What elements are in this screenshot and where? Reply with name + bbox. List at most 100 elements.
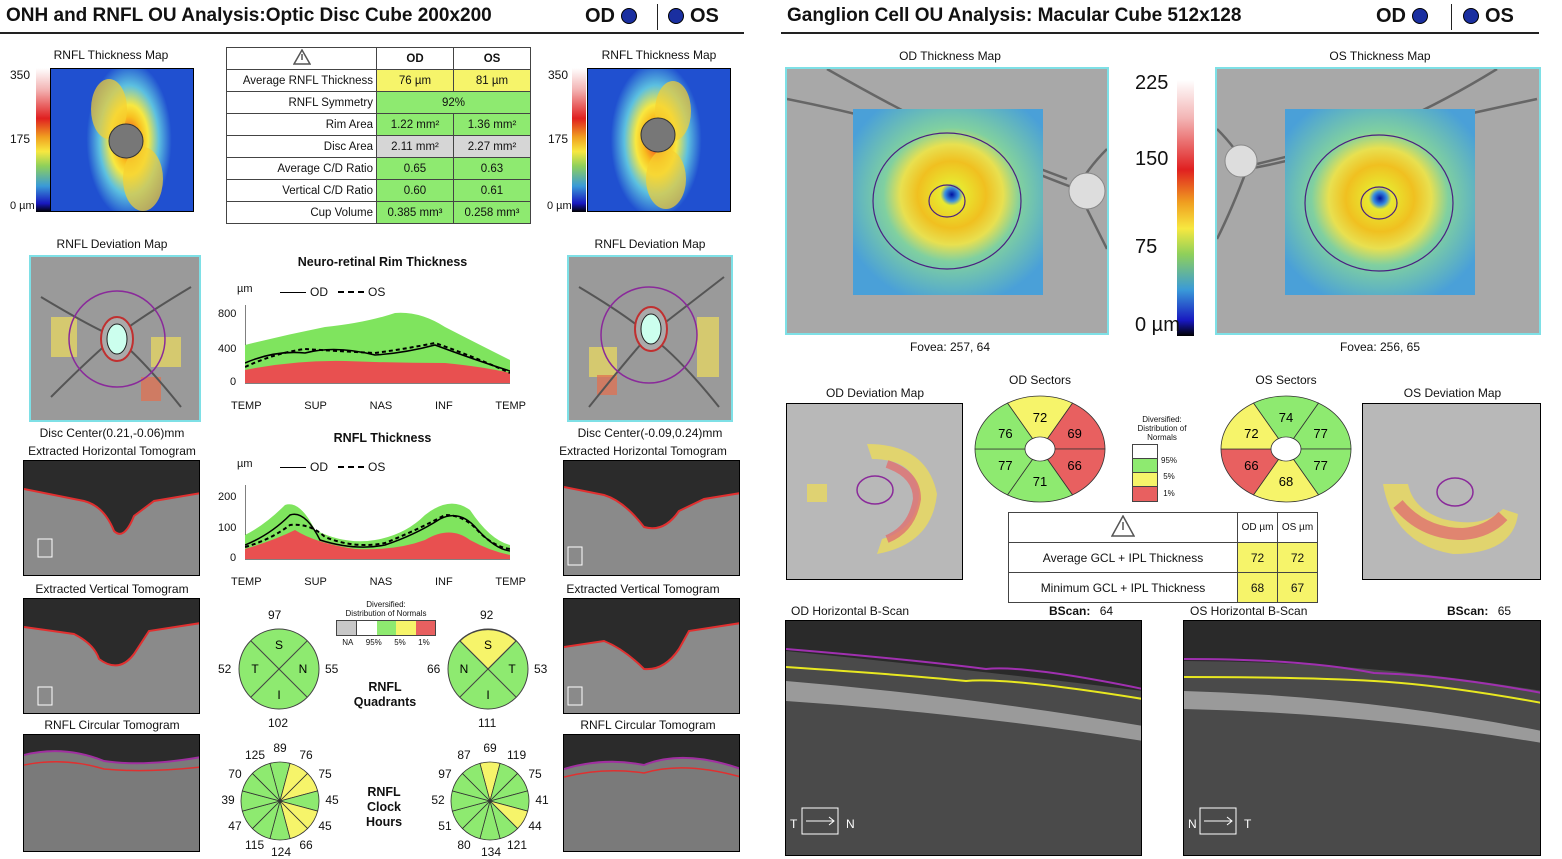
od-bscan-label: OD Horizontal B-Scan <box>791 604 910 618</box>
od-horizontal-bscan: T N <box>785 620 1142 856</box>
od-sectors-chart: 72 69 66 71 77 76 <box>974 395 1106 503</box>
os-sector-value: 77 <box>1313 458 1327 473</box>
od-quad-n-letter: N <box>299 662 308 676</box>
os-bscan-t: T <box>1244 817 1252 831</box>
od-gcl-dev-overlay <box>807 444 937 554</box>
od-sector <box>1006 458 1074 503</box>
os-quad-s-letter: S <box>484 638 492 652</box>
os-horizontal-tomogram <box>563 460 740 576</box>
od-gcl-deviation-map <box>786 403 963 580</box>
os-quad-i-letter: I <box>486 688 489 702</box>
od-clock-hour-value: 124 <box>271 845 292 859</box>
os-quad-i: 111 <box>478 716 497 730</box>
od-horiz-tomo-svg <box>24 488 199 575</box>
od-dev-label: OD Deviation Map <box>825 386 925 400</box>
od-circular-tomogram <box>23 734 200 852</box>
warning-icon <box>226 47 377 70</box>
od-rnfl-thickness-map <box>50 68 194 212</box>
os-clock-hour-value: 41 <box>535 793 549 807</box>
os-bscan-svg <box>1184 658 1540 855</box>
dist-95-swatch <box>1133 445 1157 459</box>
os-disc-center: Disc Center(-0.09,0.24)mm <box>577 426 723 440</box>
rnfl-ytick-100: 100 <box>218 522 237 534</box>
os-deviation-map-label: RNFL Deviation Map <box>594 237 706 251</box>
dist-1-swatch <box>415 621 436 635</box>
od-clock-hour-value: 39 <box>221 793 235 807</box>
od-vert-tomo-svg <box>24 622 199 713</box>
od-quad-i: 102 <box>268 716 289 730</box>
os-circular-tomogram <box>563 734 740 852</box>
os-rnfl-deviation-map <box>567 255 733 422</box>
os-thickness-overlay <box>640 81 691 209</box>
rnfl-chart-unit: µm <box>237 458 253 470</box>
od-bscan-svg <box>786 648 1141 855</box>
od-clock-hour-value: 76 <box>299 747 313 762</box>
os-legend-line <box>338 291 364 293</box>
os-sector <box>1292 448 1352 496</box>
dist-yel-swatch <box>1133 473 1157 487</box>
od-circ-tomo-label: RNFL Circular Tomogram <box>44 718 180 732</box>
os-quad-s: 92 <box>480 608 494 622</box>
os-sector-value: 72 <box>1244 426 1258 441</box>
os-clock-hour-value: 69 <box>483 741 497 755</box>
od-fovea: Fovea: 257, 64 <box>909 340 991 354</box>
od-clock-hours-chart <box>240 761 320 841</box>
right-title: Ganglion Cell OU Analysis: Macular Cube … <box>787 5 1242 26</box>
od-rnfl-deviation-map <box>29 255 201 422</box>
od-sector <box>1046 448 1106 496</box>
od-bscan-t: T <box>790 817 798 831</box>
col-os-um: OS µm <box>1277 512 1318 543</box>
os-dot-icon <box>668 8 684 24</box>
os-quadrant-chart: S N T I <box>447 628 529 710</box>
os-clock-hours-chart <box>450 761 530 841</box>
od-clock-hour-value: 66 <box>299 838 313 853</box>
os-bscan-num: BScan: 65 <box>1447 604 1512 618</box>
od-thickness-map-label: RNFL Thickness Map <box>53 48 169 62</box>
right-os-indicator: OS <box>1463 5 1514 28</box>
os-clock-wedge <box>461 762 491 803</box>
od-sector-value: 77 <box>998 458 1012 473</box>
od-sector-value: 66 <box>1067 458 1081 473</box>
table-row: Average RNFL Thickness 76 µm 81 µm <box>226 69 531 92</box>
os-vert-tomo-label: Extracted Vertical Tomogram <box>566 582 720 596</box>
os-clock-hour-value: 51 <box>438 819 452 833</box>
os-sectors-chart: 74 77 77 68 66 72 <box>1220 395 1352 503</box>
right-od-indicator: OD <box>1376 5 1428 28</box>
od-sector <box>1006 395 1074 440</box>
dist-5-swatch <box>1133 459 1157 473</box>
od-legend-line <box>280 466 306 468</box>
od-quadrant-chart: S T N I <box>238 628 320 710</box>
od-macula-overlay <box>787 69 1107 295</box>
od-clock-hour-value: 45 <box>325 793 339 807</box>
od-deviation-overlay <box>40 286 192 408</box>
os-sector <box>1252 395 1320 440</box>
od-clock-hour-value: 70 <box>228 767 242 781</box>
gcl-scale-225: 225 <box>1135 72 1169 94</box>
od-quad-s-letter: S <box>275 638 283 652</box>
os-clock-hour-value: 119 <box>507 747 527 762</box>
os-dot-icon <box>1463 8 1479 24</box>
os-circ-tomo-svg <box>564 756 739 851</box>
table-row: Disc Area 2.11 mm² 2.27 mm² <box>226 135 531 158</box>
rim-ytick-800: 800 <box>218 308 237 320</box>
od-clock-hour-value: 125 <box>245 747 266 762</box>
rnfl-ytick-200: 200 <box>218 491 237 503</box>
right-eye-divider <box>1451 4 1452 30</box>
os-clock-hour-value: 97 <box>438 767 452 781</box>
rnfl-thickness-chart <box>245 485 510 560</box>
os-sector <box>1292 402 1352 450</box>
table-row: RNFL Symmetry 92% <box>226 91 531 114</box>
os-sector <box>1252 458 1320 503</box>
table-row: Cup Volume 0.385 mm³ 0.258 mm³ <box>226 201 531 224</box>
od-quad-s: 97 <box>268 608 282 622</box>
os-horiz-tomo-svg <box>564 486 739 575</box>
table-row: Vertical C/D Ratio 0.60 0.61 <box>226 179 531 202</box>
os-quad-t-letter: T <box>508 662 516 676</box>
od-sector-value: 72 <box>1033 410 1047 425</box>
os-vert-tomo-svg <box>564 622 739 713</box>
left-distribution-legend: Diversified: Distribution of Normals NA 9… <box>336 600 436 647</box>
dist-yel-swatch <box>396 621 416 635</box>
rim-xticks: TEMP SUP NAS INF TEMP <box>231 400 526 412</box>
od-sector-value: 76 <box>998 426 1012 441</box>
od-vert-tomo-label: Extracted Vertical Tomogram <box>35 582 189 596</box>
